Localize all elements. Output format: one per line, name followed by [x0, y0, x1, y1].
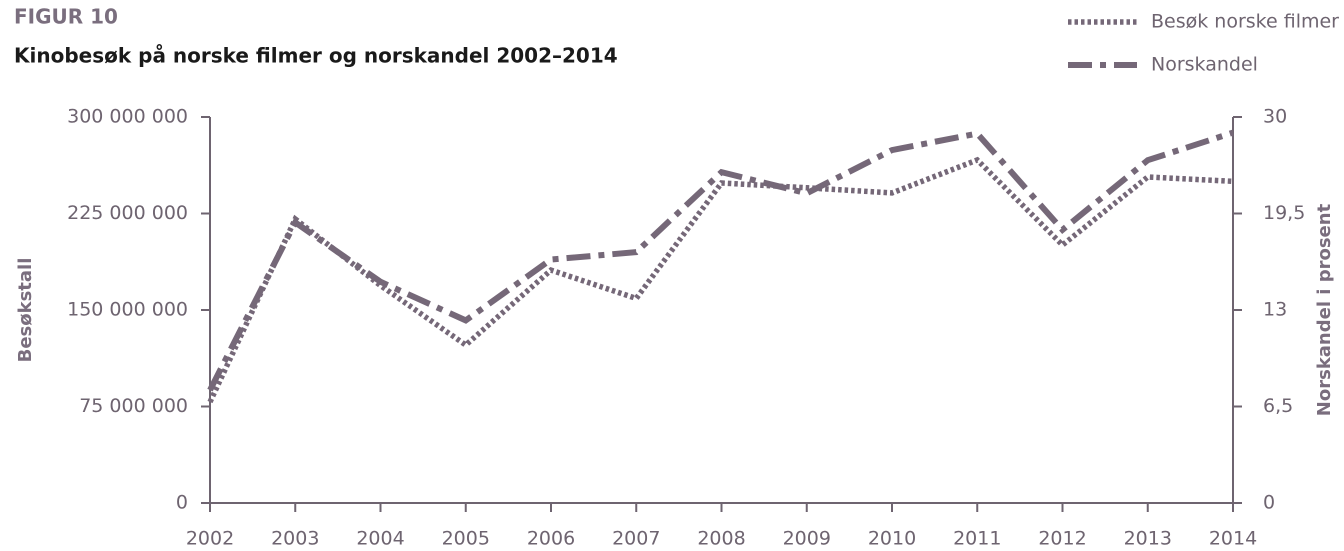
x-tick-label: 2002 — [186, 528, 234, 550]
y-tick-label: 0 — [176, 492, 188, 514]
x-tick-label: 2009 — [783, 528, 831, 550]
x-tick-label: 2008 — [697, 528, 745, 550]
x-tick-label: 2004 — [356, 528, 404, 550]
legend-label: Besøk norske filmer — [1151, 11, 1339, 33]
y2-tick-label: 6,5 — [1263, 395, 1293, 417]
y2-tick-label: 0 — [1263, 492, 1275, 514]
y-tick-label: 75 000 000 — [79, 395, 188, 417]
y2-tick-label: 19,5 — [1263, 202, 1305, 224]
legend-label: Norskandel — [1151, 54, 1258, 76]
series-line — [207, 129, 1234, 392]
y-tick-label: 300 000 000 — [67, 106, 188, 128]
y-axis-label: Besøkstall — [15, 258, 36, 363]
x-tick-label: 2012 — [1038, 528, 1086, 550]
y2-tick-label: 30 — [1263, 106, 1287, 128]
series-line — [207, 156, 1234, 404]
x-tick-label: 2006 — [527, 528, 575, 550]
figure-label: FIGUR 10 — [14, 5, 118, 29]
x-tick-label: 2005 — [442, 528, 490, 550]
y2-tick-label: 13 — [1263, 299, 1287, 321]
x-tick-label: 2014 — [1209, 528, 1257, 550]
x-tick-label: 2010 — [868, 528, 916, 550]
y-tick-label: 225 000 000 — [67, 202, 188, 224]
y-tick-label: 150 000 000 — [67, 299, 188, 321]
x-tick-label: 2003 — [271, 528, 319, 550]
x-tick-label: 2011 — [953, 528, 1001, 550]
x-tick-label: 2013 — [1124, 528, 1172, 550]
chart-title: Kinobesøk på norske filmer og norskandel… — [14, 44, 618, 68]
x-tick-label: 2007 — [612, 528, 660, 550]
y2-axis-label: Norskandel i prosent — [1314, 203, 1335, 416]
